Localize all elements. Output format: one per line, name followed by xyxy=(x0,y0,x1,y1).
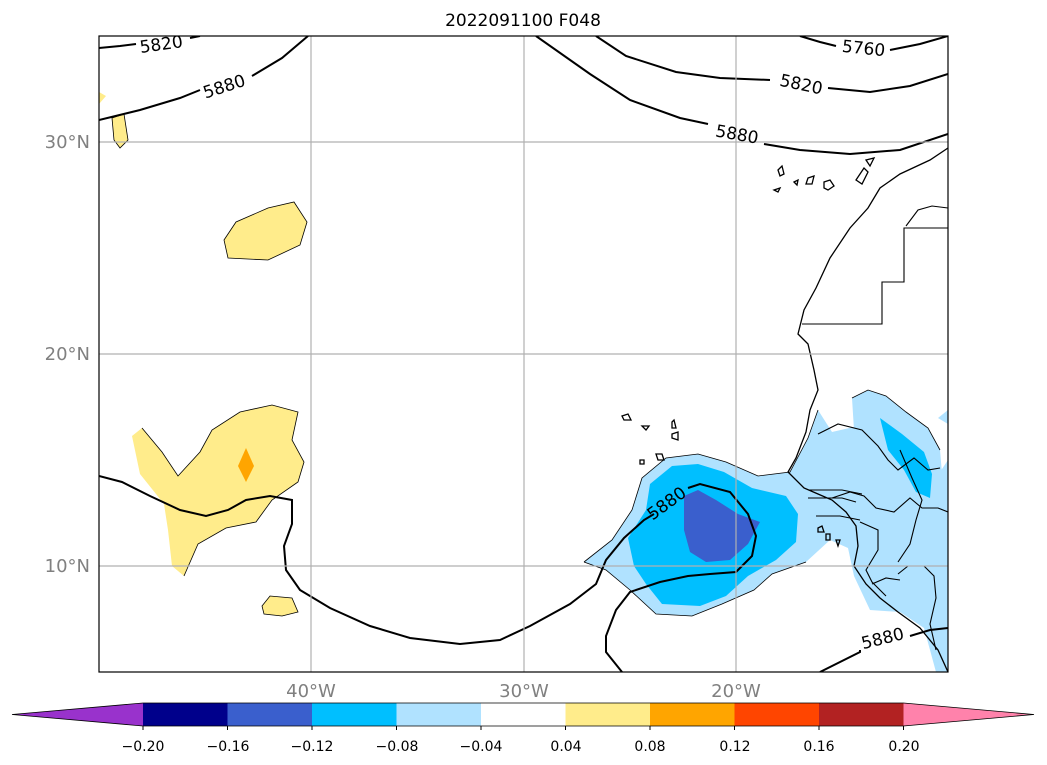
coastline-cape-verde xyxy=(621,413,679,465)
map-frame xyxy=(98,35,949,673)
contour-5880-se xyxy=(909,627,948,637)
colorbar-tick-label: 0.04 xyxy=(550,739,581,755)
map-content: 5820 5880 5760 5820 5880 5880 5880 xyxy=(99,32,948,672)
coastline-bijagos xyxy=(817,525,841,549)
anomaly-outlines xyxy=(111,113,941,617)
positive-anomaly-fills xyxy=(99,92,307,616)
contour-label: 5820 xyxy=(138,32,184,58)
contour-5760-ne xyxy=(889,36,948,51)
contour-5880-nw xyxy=(99,89,201,121)
contour-label: 5760 xyxy=(841,37,886,61)
lon-label-40w: 40°W xyxy=(286,681,336,702)
colorbar-extend-max xyxy=(903,703,1034,726)
colorbar: −0.20 −0.16 −0.12 −0.08 −0.04 0.04 0.08 … xyxy=(11,702,1035,755)
contour-5880-se xyxy=(819,650,861,672)
coastlines xyxy=(621,147,948,672)
contour-label: 5880 xyxy=(201,71,248,103)
border-gambia xyxy=(808,489,863,503)
anomaly-outline xyxy=(141,404,305,577)
colorbar-tick-label: −0.16 xyxy=(207,739,250,755)
contour-5820-ne xyxy=(595,36,771,81)
contour-5820-ne xyxy=(827,73,948,94)
colorbar-extend-min xyxy=(12,703,143,726)
contour-label: 5880 xyxy=(859,624,906,654)
colorbar-tick-label: −0.12 xyxy=(291,739,334,755)
anomaly-fill-north xyxy=(99,92,106,104)
anomaly-fill-deep-sky-blue-ne xyxy=(880,418,932,498)
contour-label: 5820 xyxy=(778,71,824,100)
anomaly-fill-north xyxy=(112,114,128,148)
colorbar-swatch xyxy=(734,703,820,726)
colorbar-ticks xyxy=(142,726,904,730)
colorbar-tick-label: −0.20 xyxy=(122,739,165,755)
lon-label-30w: 30°W xyxy=(499,681,549,702)
contour-label: 5880 xyxy=(714,121,760,148)
anomaly-outline xyxy=(583,409,819,563)
anomaly-fill-royal-blue xyxy=(684,490,760,562)
border-sierra-leone xyxy=(871,577,901,585)
border-senegal-mali xyxy=(831,491,948,513)
colorbar-swatch xyxy=(481,703,566,726)
anomaly-outline xyxy=(583,561,807,617)
colorbar-tick-label: 0.20 xyxy=(888,739,919,755)
colorbar-swatch xyxy=(396,703,482,726)
colorbar-tick-label: −0.08 xyxy=(376,739,419,755)
contour-5820-nw xyxy=(99,43,137,49)
gridlines xyxy=(99,36,948,672)
colorbar-swatch xyxy=(565,703,651,726)
coastline-canaries xyxy=(772,157,876,193)
anomaly-fill-orange xyxy=(238,448,254,482)
colorbar-swatches xyxy=(11,702,1035,727)
lat-label-10n: 10°N xyxy=(45,556,90,577)
anomaly-outline xyxy=(851,389,941,451)
lat-label-20n: 20°N xyxy=(45,344,90,365)
contour-5760-ne xyxy=(799,36,837,47)
anomaly-fill-light-blue-edge xyxy=(938,410,948,424)
negative-anomaly-fills xyxy=(584,390,948,672)
lon-label-20w: 20°W xyxy=(711,681,761,702)
border-mauritania xyxy=(817,423,941,471)
height-contours xyxy=(99,36,948,672)
coastline-africa-west xyxy=(787,147,948,672)
contour-5880-ne xyxy=(535,36,709,125)
colorbar-tick-label: 0.08 xyxy=(634,739,665,755)
border-western-sahara xyxy=(802,227,948,325)
country-borders xyxy=(802,205,948,651)
border-morocco xyxy=(905,205,948,227)
anomaly-fill-central xyxy=(224,202,307,260)
colorbar-swatch xyxy=(650,703,735,726)
border-guinea xyxy=(859,521,887,597)
colorbar-swatch xyxy=(312,703,397,726)
contour-5880-south xyxy=(99,475,655,646)
colorbar-swatch xyxy=(819,703,904,726)
anomaly-outline xyxy=(261,595,299,617)
colorbar-swatch xyxy=(143,703,228,726)
border-guinea-bissau xyxy=(816,515,861,521)
anomaly-outline xyxy=(223,201,308,261)
colorbar-swatch xyxy=(227,703,313,726)
contour-5880-ne xyxy=(763,133,948,156)
border-mali-burkina xyxy=(897,449,923,563)
anomaly-fill-west xyxy=(132,405,304,576)
colorbar-tick-label: 0.12 xyxy=(719,739,750,755)
lat-label-30n: 30°N xyxy=(45,132,90,153)
colorbar-tick-label: −0.04 xyxy=(460,739,503,755)
contour-5880-nw xyxy=(251,36,309,77)
anomaly-fill-south xyxy=(262,596,298,616)
map-title: 2022091100 F048 xyxy=(445,11,601,31)
colorbar-tick-label: 0.16 xyxy=(803,739,834,755)
